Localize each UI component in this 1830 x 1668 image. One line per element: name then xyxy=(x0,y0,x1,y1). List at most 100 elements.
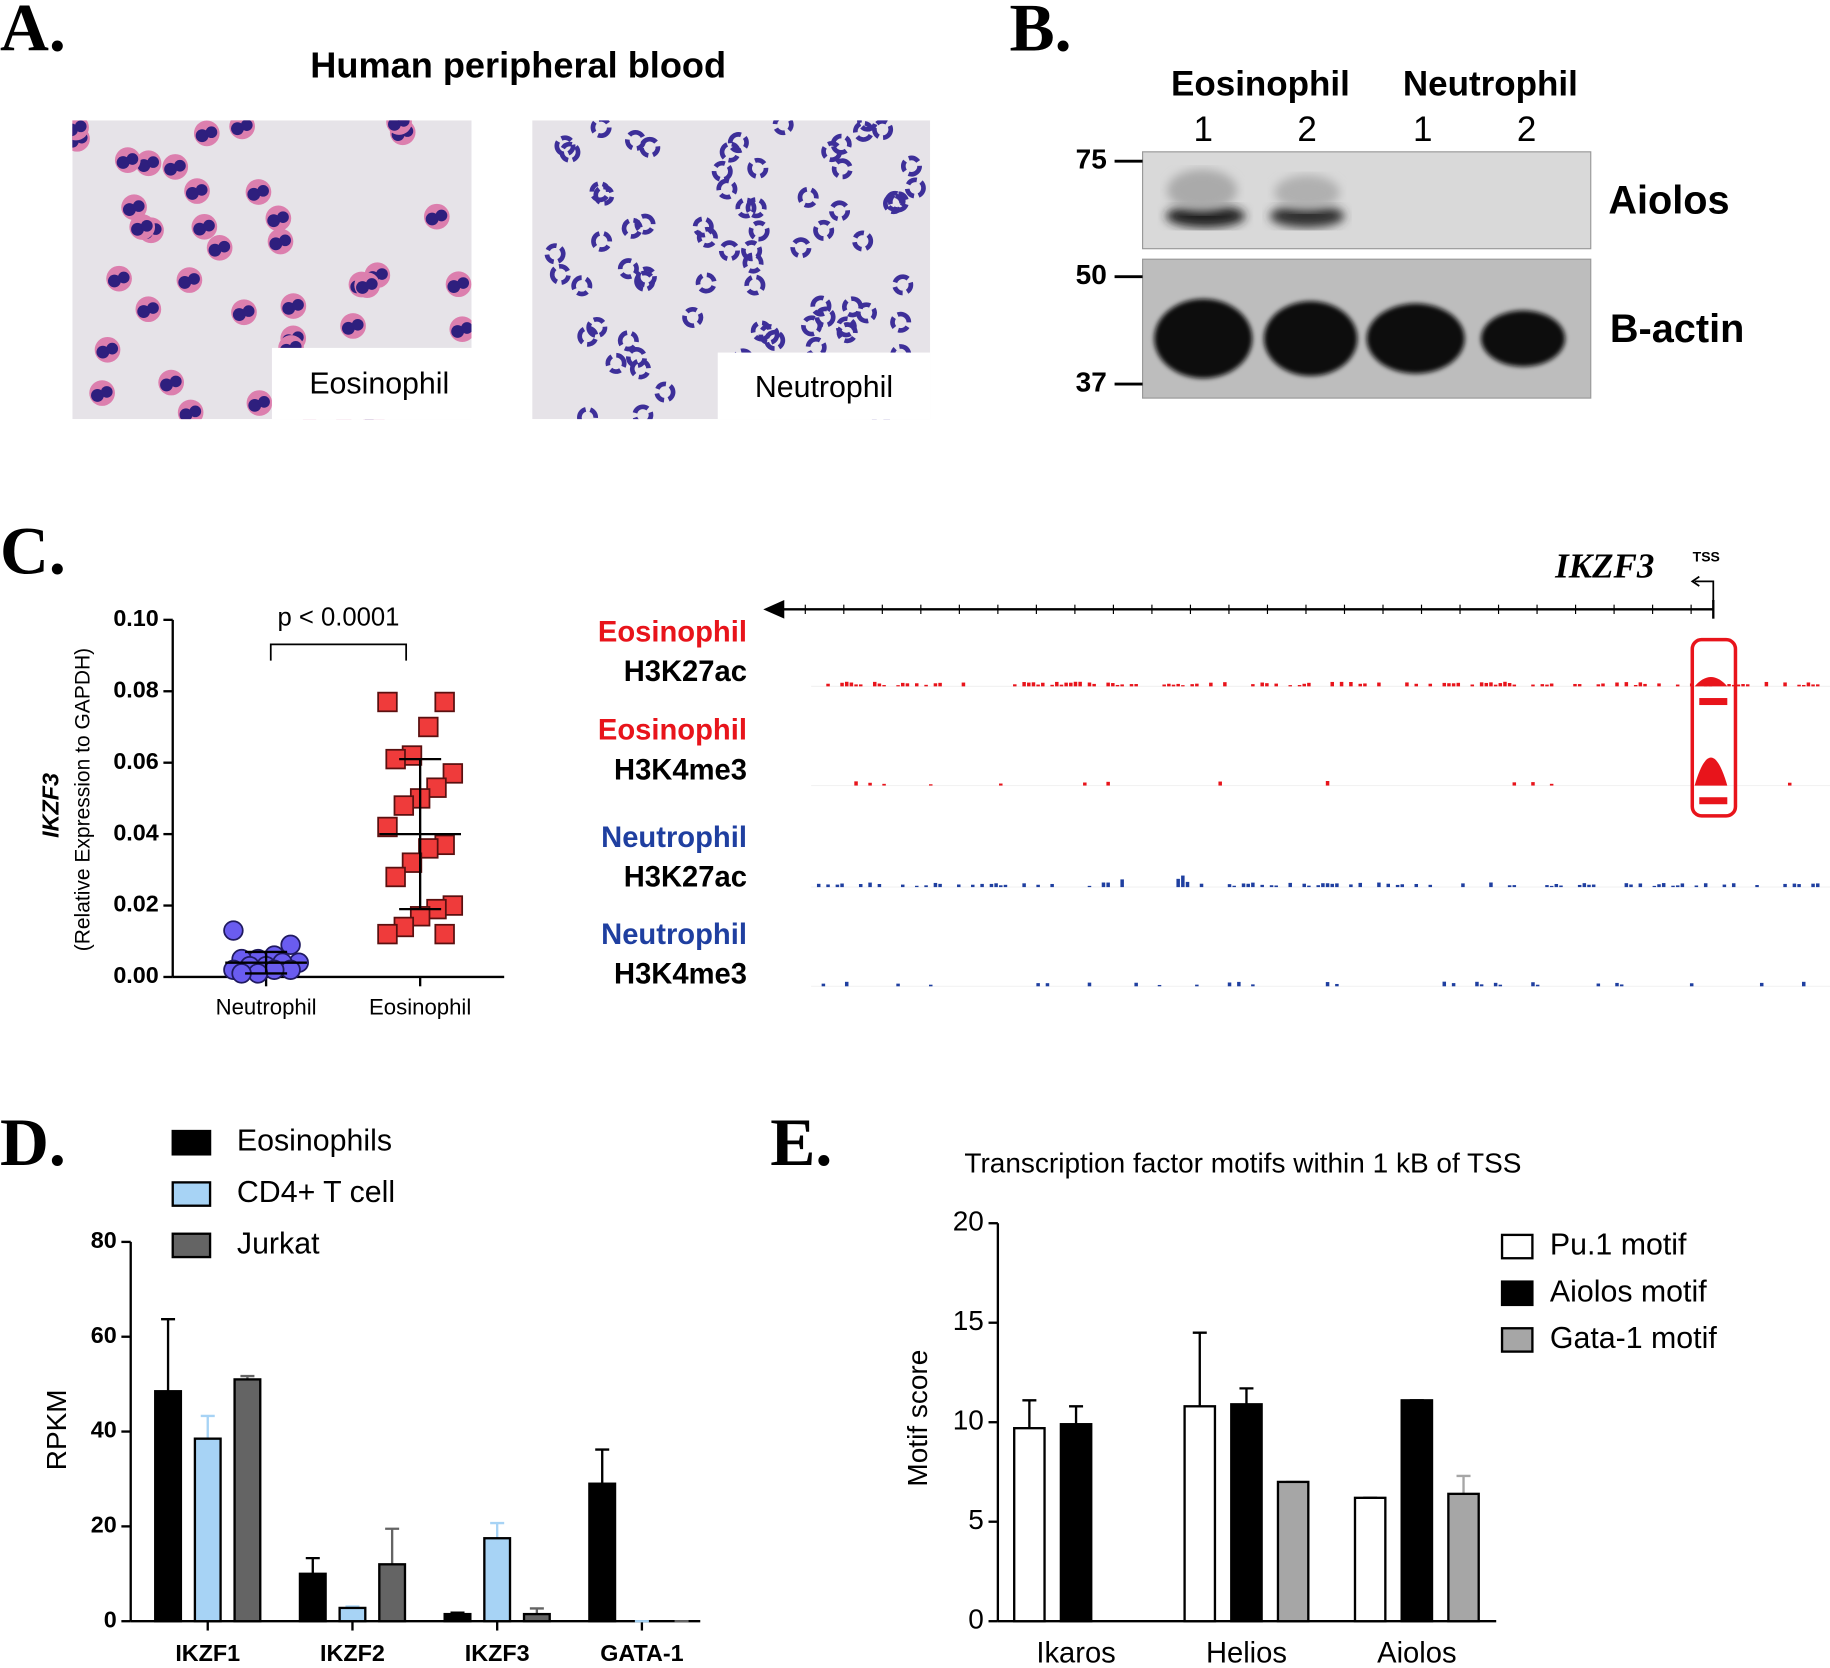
track-signal xyxy=(1083,782,1087,786)
track-signal xyxy=(1050,684,1054,687)
y-tick-label: 60 xyxy=(91,1322,117,1348)
track-signal xyxy=(1013,684,1017,687)
track-signal xyxy=(1400,884,1405,888)
neutrophil-cell xyxy=(814,306,836,328)
cell-nucleus xyxy=(189,405,202,418)
track-signal xyxy=(1764,681,1769,687)
cell-nucleus xyxy=(137,305,151,318)
neutrophil-cell xyxy=(554,135,576,157)
track-signal xyxy=(929,984,933,987)
y-tick-label: 10 xyxy=(953,1405,984,1436)
neutrophil-cell xyxy=(790,237,812,259)
cell-nucleus xyxy=(164,162,178,176)
track-signal xyxy=(1106,882,1110,888)
track-signal xyxy=(924,885,928,888)
cell-nucleus xyxy=(248,398,262,412)
track-signal xyxy=(1447,683,1451,687)
neutrophil-cell xyxy=(884,190,906,212)
track-signal xyxy=(1549,683,1554,687)
track-signal xyxy=(915,683,919,687)
track-signal xyxy=(1260,884,1264,888)
neutrophil-cell xyxy=(571,275,593,297)
track-signal xyxy=(1615,982,1619,987)
track-signal xyxy=(1064,682,1068,687)
significance-bracket xyxy=(269,643,408,661)
track-signal xyxy=(1223,682,1227,687)
track-signal xyxy=(1573,683,1577,687)
cell-nucleus xyxy=(376,268,388,280)
track-signal xyxy=(938,883,942,888)
neutrophil-cell xyxy=(544,243,566,265)
track-signal xyxy=(1045,983,1050,987)
neutrophil-cell xyxy=(632,404,654,420)
blot-band xyxy=(1366,303,1465,374)
cell-nucleus xyxy=(356,281,369,294)
legend-label: Jurkat xyxy=(237,1227,320,1260)
data-point xyxy=(434,923,455,945)
track-signal xyxy=(929,784,933,786)
y-axis-label: IKZF3 xyxy=(38,773,64,838)
neutrophil-cell xyxy=(831,158,853,180)
cell-nucleus xyxy=(292,299,304,311)
track-signal xyxy=(1503,681,1507,687)
cell-nucleus xyxy=(193,222,207,236)
data-point xyxy=(393,795,415,816)
neutrophil-cell xyxy=(589,181,611,203)
track-signal xyxy=(1451,983,1456,987)
bar xyxy=(1447,1492,1480,1623)
neutrophil-cell xyxy=(813,219,835,241)
bar xyxy=(378,1563,407,1623)
cell-nucleus xyxy=(174,159,186,172)
track-signal xyxy=(1036,684,1040,687)
track-signal xyxy=(816,883,821,888)
cell-nucleus xyxy=(277,211,289,224)
panel-label: A. xyxy=(0,0,66,66)
bar xyxy=(483,1537,512,1623)
track-signal xyxy=(1036,983,1040,987)
bar xyxy=(298,1572,327,1623)
track-signal xyxy=(1321,883,1325,888)
blot-band xyxy=(1481,310,1566,367)
bar xyxy=(338,1606,367,1623)
track-cell: Eosinophil xyxy=(598,715,747,747)
track-signal xyxy=(1227,884,1232,888)
legend-swatch xyxy=(1500,1233,1534,1260)
track-signal xyxy=(1727,684,1731,687)
track-signal xyxy=(1811,684,1815,687)
x-tick-label: IKZF2 xyxy=(320,1640,385,1666)
track-signal xyxy=(1535,984,1540,987)
blot-band xyxy=(1274,175,1340,211)
neutrophil-cell xyxy=(716,178,738,200)
neutrophil-cell xyxy=(772,120,794,136)
cell-nucleus xyxy=(122,203,136,217)
cell-nucleus xyxy=(106,342,119,355)
track-signal xyxy=(1797,884,1801,888)
legend-label: Gata-1 motif xyxy=(1550,1322,1717,1355)
track-signal xyxy=(1783,682,1787,687)
bar xyxy=(588,1482,617,1623)
track-signal xyxy=(1349,682,1353,687)
chart-title: Transcription factor motifs within 1 kB … xyxy=(964,1147,1521,1178)
track-signal xyxy=(868,782,872,786)
neutrophil-cell xyxy=(745,197,767,219)
neutrophil-cell xyxy=(559,141,581,163)
error-bar xyxy=(595,1448,610,1484)
track-signal xyxy=(882,783,886,786)
cell-nucleus xyxy=(242,305,255,317)
track-signal xyxy=(1456,682,1461,687)
track-signal xyxy=(1489,682,1493,687)
cell-nucleus xyxy=(257,185,269,197)
lane-label: 2 xyxy=(1517,110,1536,149)
cell-nucleus xyxy=(341,321,355,335)
track-signal xyxy=(1288,685,1292,687)
track-signal xyxy=(1209,682,1213,687)
track-signal xyxy=(1022,883,1026,888)
track-signal xyxy=(1759,982,1764,987)
track-signal xyxy=(1475,981,1479,987)
neutrophil-cell xyxy=(696,226,718,248)
cell-nucleus xyxy=(132,200,145,212)
data-point xyxy=(377,691,398,713)
neutrophil-cell xyxy=(747,157,769,179)
cell-nucleus xyxy=(169,375,182,388)
track-signal xyxy=(1157,984,1162,987)
